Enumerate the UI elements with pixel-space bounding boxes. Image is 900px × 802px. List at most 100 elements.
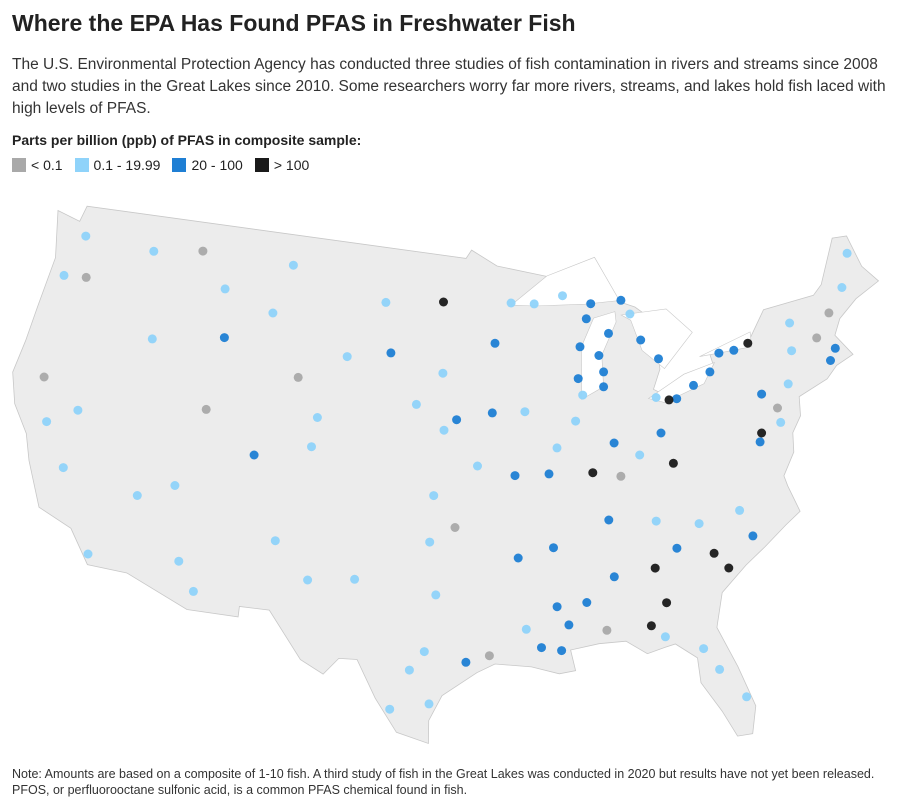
site-dot: [599, 367, 609, 377]
site-dot: [783, 379, 793, 389]
site-dot: [132, 491, 142, 500]
site-dot: [198, 246, 208, 256]
site-dot: [812, 333, 822, 343]
site-dot: [625, 309, 635, 319]
site-dot: [439, 297, 448, 307]
site-dot: [564, 620, 574, 630]
site-dot: [672, 543, 682, 553]
legend-swatch: [12, 158, 26, 172]
title: Where the EPA Has Found PFAS in Freshwat…: [12, 10, 576, 36]
site-dot: [537, 643, 546, 653]
site-dot: [724, 563, 734, 573]
site-dot: [249, 450, 259, 460]
site-dot: [473, 461, 482, 471]
site-dot: [599, 382, 609, 392]
site-dot: [438, 368, 448, 378]
site-dot: [452, 415, 462, 425]
site-dot: [39, 372, 49, 382]
site-dot: [705, 367, 715, 377]
site-dot: [837, 283, 847, 292]
legend-label: 20 - 100: [191, 157, 243, 173]
legend-item: > 100: [254, 157, 309, 173]
site-dot: [350, 574, 360, 584]
site-dot: [461, 657, 471, 667]
site-dot: [268, 308, 278, 318]
site-dot: [664, 395, 674, 405]
site-dot: [776, 417, 786, 427]
site-dot: [293, 372, 303, 382]
site-dot: [83, 549, 93, 559]
site-dot: [636, 335, 646, 345]
site-dot: [81, 272, 91, 282]
site-dot: [578, 390, 588, 400]
site-dot: [709, 548, 719, 558]
site-dot: [715, 664, 725, 674]
site-dot: [757, 428, 767, 438]
site-dot: [506, 298, 516, 308]
site-dot: [826, 356, 835, 365]
site-dot: [303, 575, 313, 585]
site-dot: [656, 428, 666, 438]
site-dot: [429, 491, 439, 501]
legend-swatch: [172, 158, 187, 172]
site-dot: [544, 469, 554, 479]
site-dot: [742, 692, 752, 702]
site-dot: [307, 442, 316, 452]
site-dot: [650, 563, 660, 573]
site-dot: [59, 270, 69, 280]
legend-item: 0.1 - 19.99: [74, 157, 161, 173]
legend-swatch: [254, 158, 269, 172]
site-dot: [220, 284, 230, 294]
us-land: [12, 205, 880, 745]
site-dot: [714, 348, 724, 358]
site-dot: [513, 553, 523, 563]
site-dot: [521, 624, 531, 634]
site-dot: [81, 231, 91, 241]
site-dot: [484, 651, 494, 661]
site-dot: [425, 537, 435, 547]
site-dot: [602, 625, 612, 635]
map: [12, 205, 880, 745]
site-dot: [73, 405, 83, 415]
lake: [699, 331, 752, 357]
site-dot: [312, 413, 322, 422]
site-dot: [557, 646, 567, 656]
site-dot: [558, 291, 567, 301]
site-dot: [757, 389, 767, 399]
site-dot: [635, 450, 645, 460]
site-dot: [787, 346, 797, 356]
site-dot: [842, 248, 852, 258]
subtitle: The U.S. Environmental Protection Agency…: [12, 56, 886, 117]
note: Note: Amounts are based on a composite o…: [12, 767, 875, 797]
site-dot: [411, 399, 421, 409]
site-dot: [147, 334, 157, 344]
lake: [620, 308, 693, 370]
site-dot: [450, 523, 460, 532]
site-dot: [699, 644, 709, 654]
legend-label: 0.1 - 19.99: [93, 157, 161, 173]
site-dot: [651, 393, 661, 402]
site-dot: [270, 536, 280, 546]
site-dot: [385, 704, 395, 714]
site-dot: [529, 299, 539, 309]
site-dot: [662, 598, 672, 608]
site-dot: [672, 394, 682, 404]
site-dot: [594, 351, 604, 360]
site-dot: [609, 438, 619, 448]
site-dot: [588, 468, 598, 478]
site-dot: [830, 343, 840, 353]
site-dot: [735, 505, 745, 515]
site-dot: [586, 299, 596, 309]
site-dot: [654, 354, 663, 364]
site-dot: [174, 556, 184, 566]
site-dot: [170, 481, 180, 490]
site-dot: [651, 516, 661, 526]
site-dot: [188, 586, 198, 596]
site-dot: [431, 590, 441, 600]
site-dot: [219, 333, 229, 343]
site-dot: [604, 515, 614, 525]
site-dot: [510, 471, 520, 481]
site-dot: [149, 246, 159, 256]
site-dot: [755, 437, 765, 447]
site-dot: [419, 647, 429, 657]
